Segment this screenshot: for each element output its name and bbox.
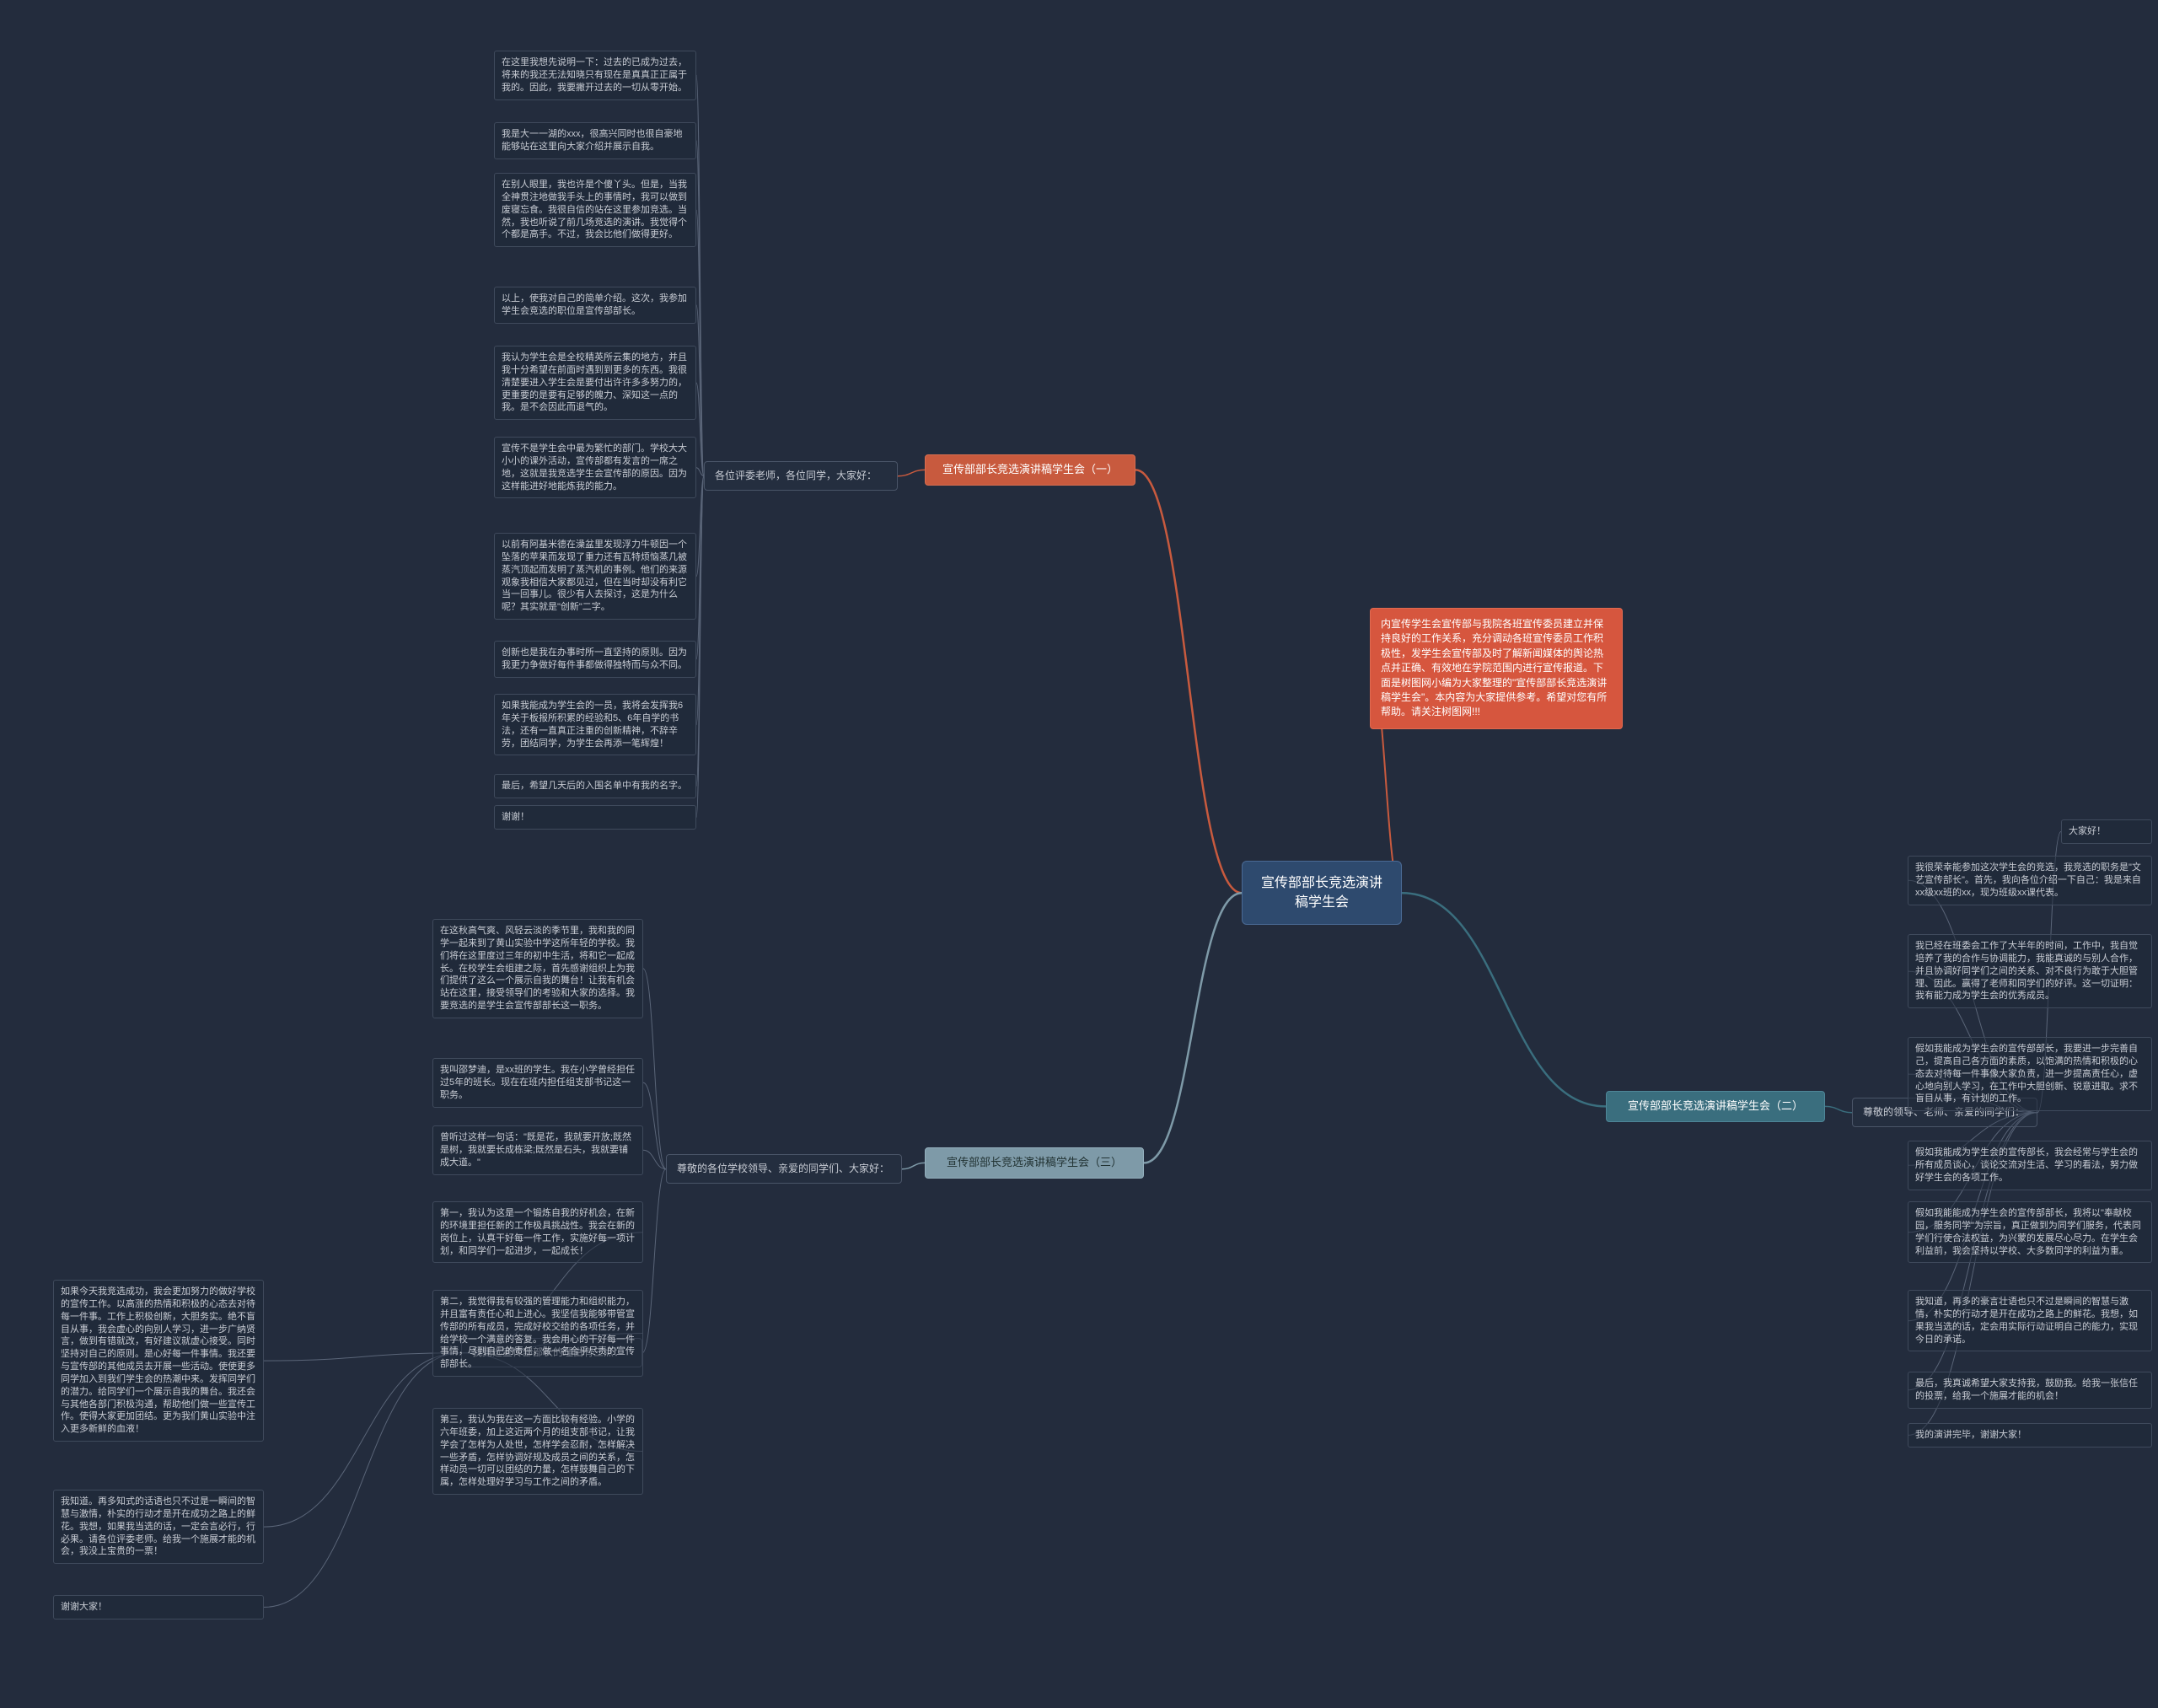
center-node: 宣传部部长竞选演讲稿学生会	[1242, 861, 1402, 925]
b2-leaf-7: 最后，我真诚希望大家支持我，鼓励我。给我一张信任的投票，给我一个施展才能的机会！	[1908, 1372, 2152, 1409]
b3-leaf-left-0: 在这秋高气爽、风轻云淡的季节里，我和我的同学一起来到了黄山实验中学这所年轻的学校…	[432, 919, 643, 1018]
b1-leaf-0: 在这里我想先说明一下：过去的已成为过去，将来的我还无法知晓只有现在是真真正正属于…	[494, 51, 696, 100]
description-node: 内宣传学生会宣传部与我院各班宣传委员建立并保持良好的工作关系，充分调动各班宣传委…	[1370, 608, 1623, 729]
b1-leaf-6: 以前有阿基米德在澡盆里发现浮力牛顿因一个坠落的苹果而发现了重力还有瓦特烦恼蒸几被…	[494, 533, 696, 620]
b2-leaf-3: 假如我能成为学生会的宣传部部长，我要进一步完善自己，提高自己各方面的素质，以饱满…	[1908, 1037, 2152, 1111]
b3-leaf-left-1: 我叫邵梦迪，是xx班的学生。我在小学曾经担任过5年的班长。现在在班内担任组支部书…	[432, 1058, 643, 1108]
b2-leaf-8: 我的演讲完毕，谢谢大家！	[1908, 1423, 2152, 1448]
b1-leaf-5: 宣传不是学生会中最为繁忙的部门。学校大大小小的课外活动，宣传部都有发言的一席之地…	[494, 437, 696, 498]
b1-leaf-8: 如果我能成为学生会的一员，我将会发挥我6年关于板报所积累的经验和5、6年自学的书…	[494, 694, 696, 755]
b1-leaf-9: 最后，希望几天后的入围名单中有我的名字。	[494, 774, 696, 798]
branch1-title: 宣传部部长竞选演讲稿学生会（一）	[925, 454, 1135, 486]
link-layer	[0, 0, 2158, 1708]
b2-leaf-4: 假如我能成为学生会的宣传部长，我会经常与学生会的所有成员谈心，谈论交流对生活、学…	[1908, 1141, 2152, 1190]
b2-leaf-1: 我很荣幸能参加这次学生会的竞选，我竞选的职务是"文艺宣传部长"。首先，我向各位介…	[1908, 856, 2152, 905]
b3-leaf-left-2: 曾听过这样一句话："既是花，我就要开放;既然是树，我就要长成栋梁;既然是石头，我…	[432, 1125, 643, 1175]
b3-leaf-bottom-2: 谢谢大家！	[53, 1595, 264, 1619]
b3-leaf-left-3: 第一，我认为这是一个锻炼自我的好机会，在新的环境里担任新的工作极具挑战性。我会在…	[432, 1201, 643, 1263]
b2-leaf-5: 假如我能能成为学生会的宣传部部长，我将以"奉献校园，服务同学"为宗旨，真正做到为…	[1908, 1201, 2152, 1263]
b3-leaf-bottom-0: 如果今天我竞选成功，我会更加努力的做好学校的宣传工作。以高涨的热情和积极的心态去…	[53, 1280, 264, 1442]
b3-leaf-bottom-1: 我知道。再多知式的话语也只不过是一瞬间的智慧与激情，朴实的行动才是开在成功之路上…	[53, 1490, 264, 1564]
b1-leaf-1: 我是大一一湖的xxx，很高兴同时也很自豪地能够站在这里向大家介绍并展示自我。	[494, 122, 696, 159]
branch3-sub: 尊敬的各位学校领导、亲爱的同学们、大家好：	[666, 1154, 902, 1184]
b2-leaf-6: 我知道，再多的豪言壮语也只不过是瞬间的智慧与激情，朴实的行动才是开在成功之路上的…	[1908, 1290, 2152, 1351]
b1-leaf-2: 在别人眼里，我也许是个傻丫头。但是，当我全神贯注地做我手头上的事情时，我可以做到…	[494, 173, 696, 247]
b1-leaf-10: 谢谢！	[494, 805, 696, 830]
branch2-title: 宣传部部长竞选演讲稿学生会（二）	[1606, 1091, 1825, 1122]
branch3-title: 宣传部部长竞选演讲稿学生会（三）	[925, 1147, 1144, 1179]
branch1-sub: 各位评委老师，各位同学，大家好：	[704, 461, 898, 491]
b1-leaf-7: 创新也是我在办事时所一直坚持的原则。因为我更力争做好每件事都做得独特而与众不同。	[494, 641, 696, 678]
b3-leaf-left-5: 第三，我认为我在这一方面比较有经验。小学的六年班委，加上这近两个月的组支部书记，…	[432, 1408, 643, 1495]
b3-leaf-left-4: 第二，我觉得我有较强的管理能力和组织能力，并且富有责任心和上进心。我坚信我能够带…	[432, 1290, 643, 1377]
b1-leaf-4: 我认为学生会是全校精英所云集的地方，并且我十分希望在前面时遇到到更多的东西。我很…	[494, 346, 696, 420]
b2-leaf-2: 我已经在班委会工作了大半年的时间，工作中，我自觉培养了我的合作与协调能力，我能真…	[1908, 934, 2152, 1008]
b1-leaf-3: 以上，使我对自己的简单介绍。这次，我参加学生会竞选的职位是宣传部部长。	[494, 287, 696, 324]
b2-leaf-0: 大家好！	[2061, 819, 2152, 844]
